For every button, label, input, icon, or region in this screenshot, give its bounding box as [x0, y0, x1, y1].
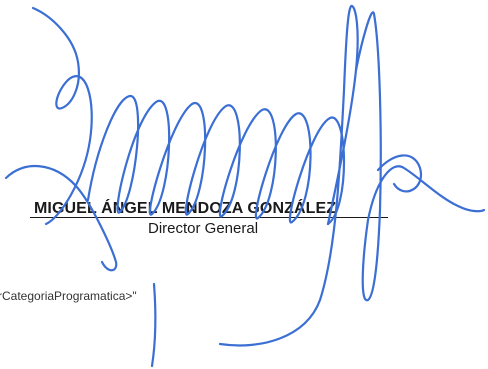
signer-name: MIGUEL ÁNGEL MENDOZA GONZÁLEZ	[34, 200, 337, 217]
template-code-fragment: rCategoriaProgramatica>"	[0, 289, 137, 303]
signature-line	[30, 217, 388, 218]
signature-stroke-hook	[31, 6, 93, 226]
signature-stroke-tail	[150, 282, 157, 368]
signature-stroke-small-loop	[376, 154, 423, 193]
signer-title: Director General	[148, 220, 259, 237]
signature-stroke-right-loop	[354, 11, 486, 302]
signature-stroke-leadin	[4, 165, 118, 272]
signature-stroke-descender	[218, 4, 359, 347]
